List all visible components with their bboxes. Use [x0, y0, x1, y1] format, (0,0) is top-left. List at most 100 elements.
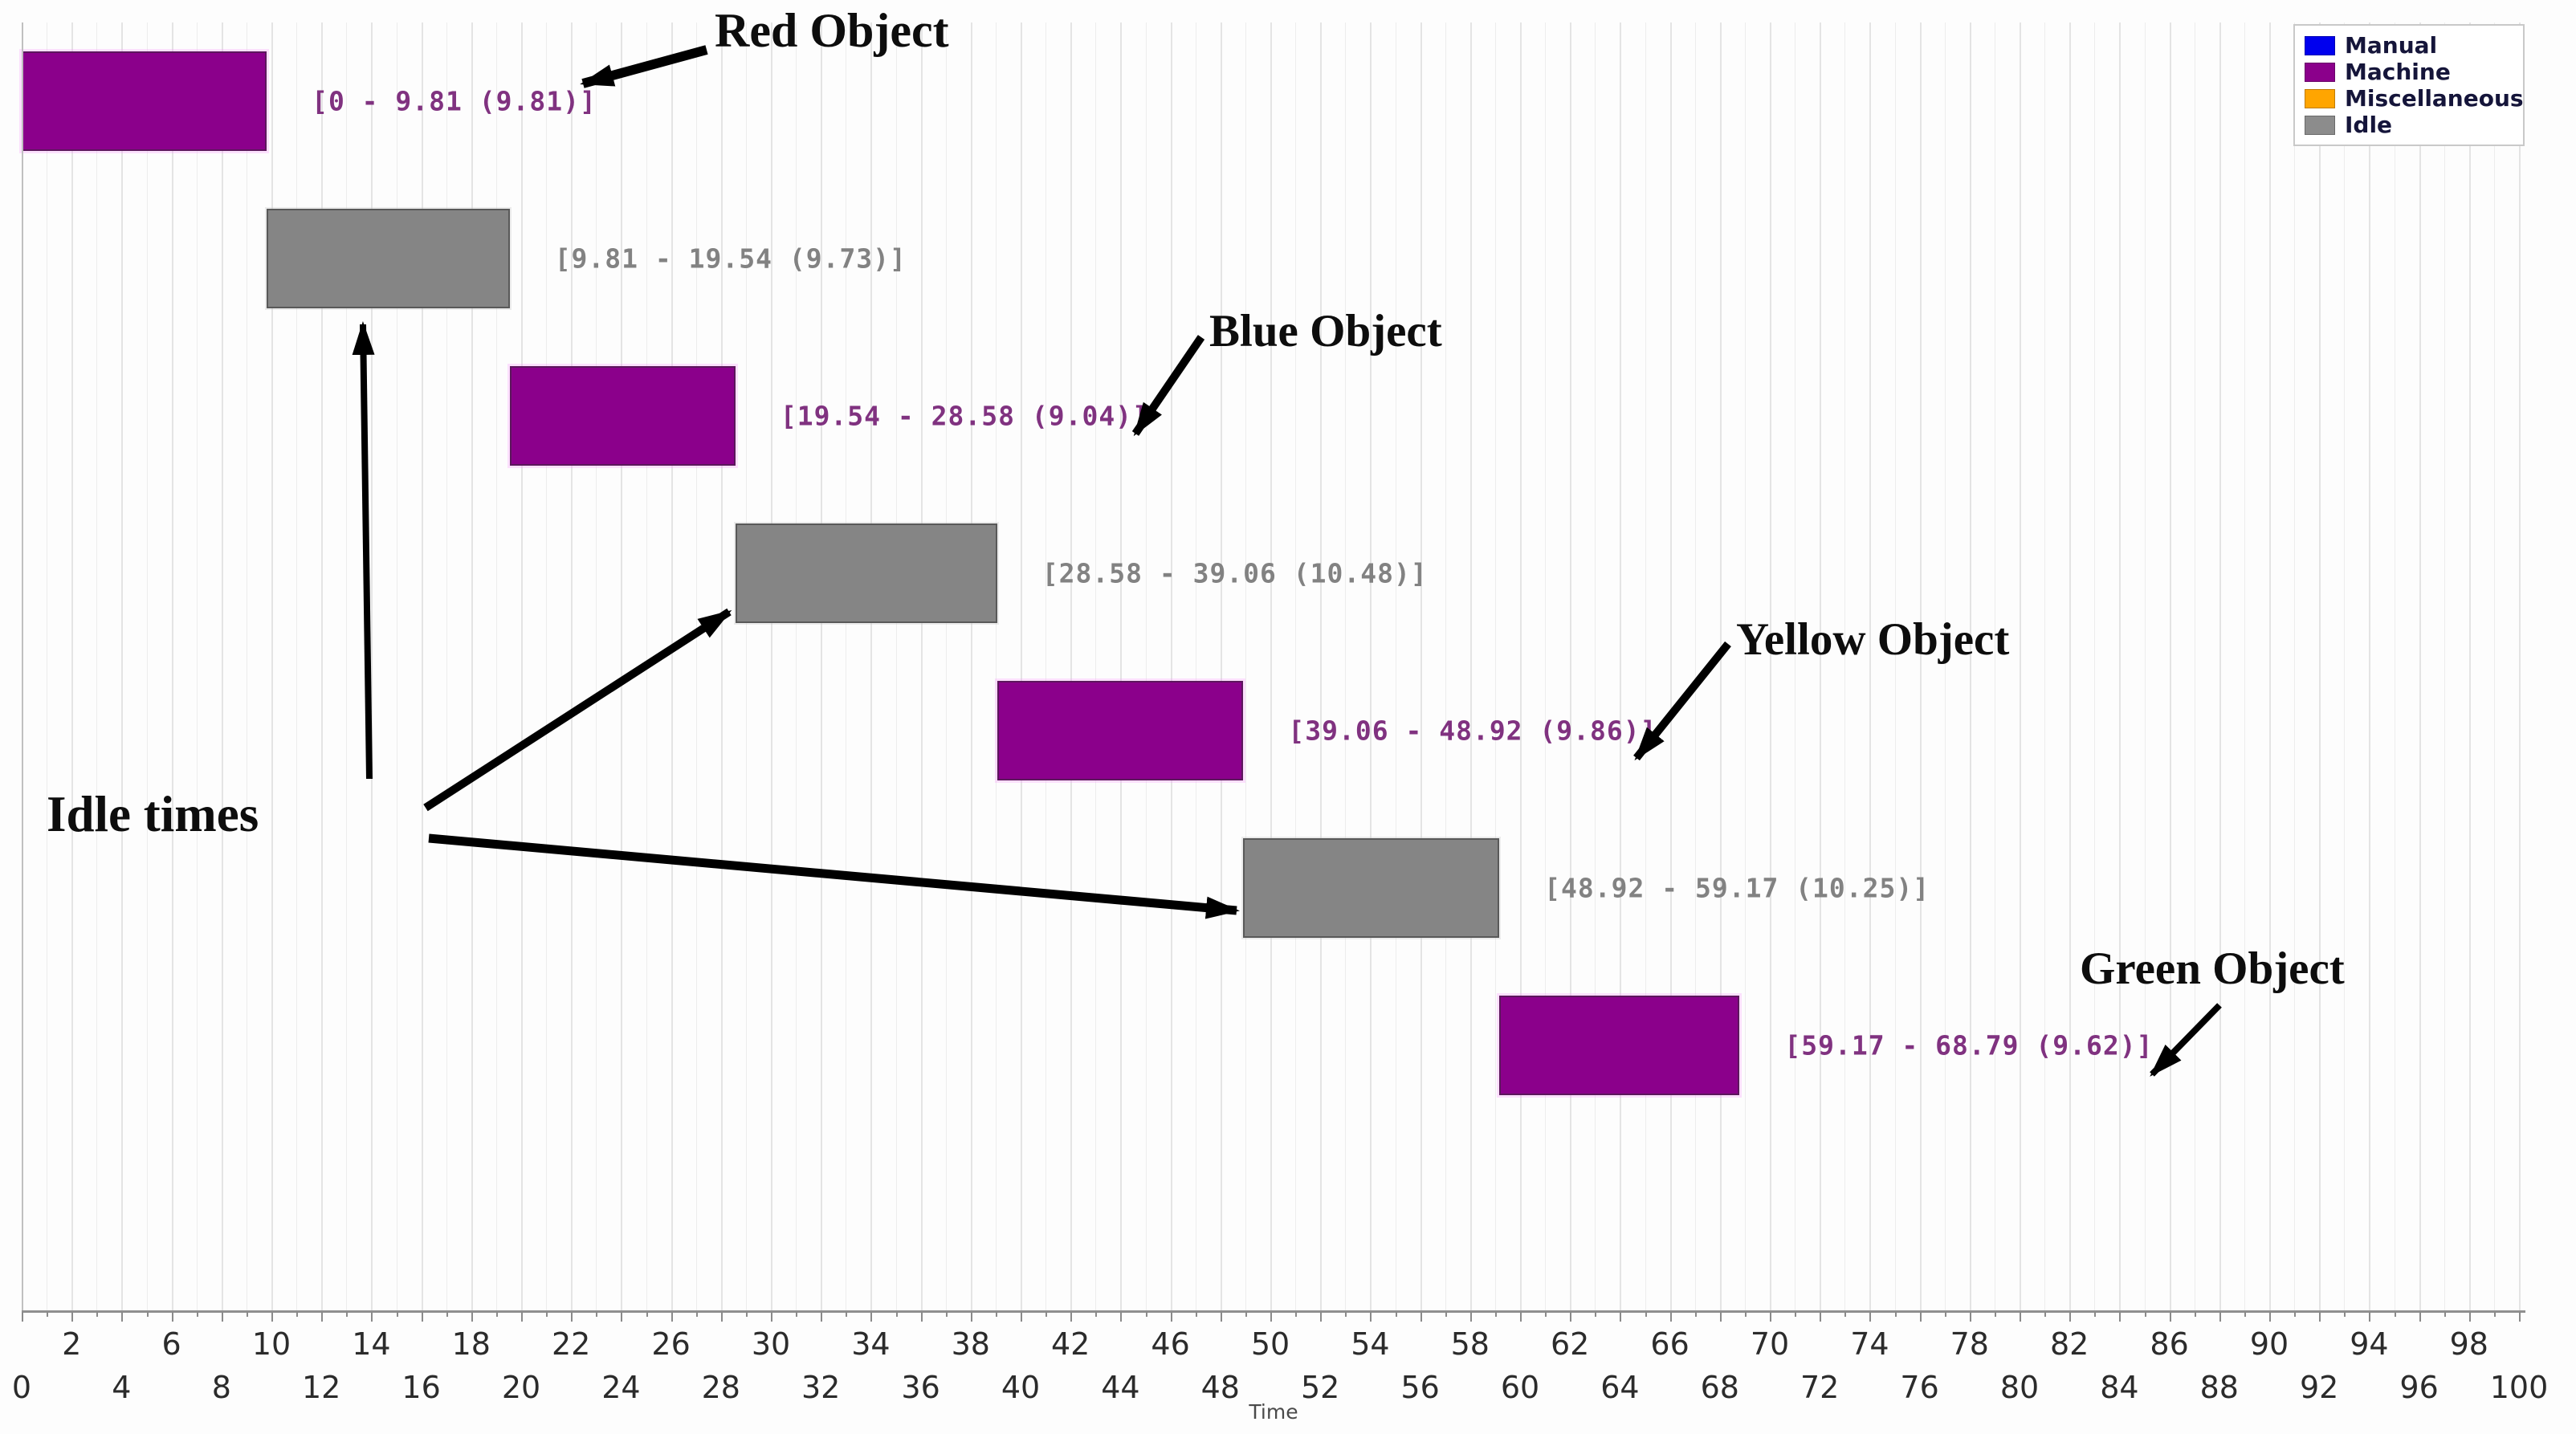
x-tick [1894, 1312, 1897, 1317]
gridline [2069, 22, 2072, 1310]
x-tick [970, 1312, 972, 1322]
gridline [96, 22, 98, 1310]
gridline [2519, 22, 2521, 1310]
x-tick [670, 1312, 673, 1322]
gridline [321, 22, 324, 1310]
x-tick [96, 1312, 99, 1317]
x-tick-label: 4 [112, 1370, 132, 1405]
gridline [2044, 22, 2046, 1310]
gridline [1969, 22, 1971, 1310]
legend-item-machine: Machine [2305, 58, 2513, 85]
x-tick [2394, 1312, 2396, 1317]
x-tick [1820, 1312, 1822, 1322]
x-tick-label: 0 [11, 1370, 32, 1405]
x-tick [1595, 1312, 1597, 1317]
x-tick-label: 54 [1351, 1326, 1390, 1362]
gridline [146, 22, 148, 1310]
x-tick-label: 56 [1400, 1370, 1440, 1405]
idle-times-annotation: Idle times [47, 786, 259, 842]
x-tick [1245, 1312, 1247, 1317]
x-tick [2144, 1312, 2146, 1317]
gridline [1021, 22, 1022, 1310]
legend: Manual Machine Miscellaneous Idle [2293, 24, 2525, 146]
manual-color-swatch-icon [2305, 35, 2335, 55]
gridline [1719, 22, 1722, 1310]
x-tick [1969, 1312, 1971, 1322]
gridline [621, 22, 623, 1310]
x-tick [296, 1312, 299, 1317]
x-tick [870, 1312, 873, 1322]
gridline [1345, 22, 1347, 1310]
x-tick [920, 1312, 923, 1322]
x-tick [1744, 1312, 1747, 1317]
x-tick-label: 74 [1850, 1326, 1889, 1362]
gantt-bar-idle-row6 [1243, 838, 1500, 938]
x-tick [2468, 1312, 2471, 1322]
x-tick [1370, 1312, 1372, 1322]
x-tick [821, 1312, 823, 1322]
x-tick-label: 50 [1250, 1326, 1290, 1362]
x-tick [495, 1312, 498, 1317]
gridline [1694, 22, 1696, 1310]
gridline [2169, 22, 2171, 1310]
x-tick [2344, 1312, 2346, 1317]
x-tick [1520, 1312, 1522, 1322]
x-tick-label: 76 [1900, 1370, 1939, 1405]
x-tick [646, 1312, 648, 1317]
gridline [1820, 22, 1822, 1310]
x-tick [895, 1312, 898, 1317]
gridline [1570, 22, 1572, 1310]
x-tick [1994, 1312, 1996, 1317]
gantt-bar-label-row6: [48.92 - 59.17 (10.25)] [1544, 872, 1930, 904]
gridline [1445, 22, 1446, 1310]
x-tick [321, 1312, 324, 1322]
x-axis-line [22, 1310, 2525, 1313]
miscellaneous-color-swatch-icon [2305, 88, 2335, 108]
x-tick [1120, 1312, 1123, 1322]
legend-label: Manual [2345, 31, 2438, 59]
red-object-arrow [580, 45, 708, 88]
gridline [1669, 22, 1672, 1310]
gantt-bar-machine-row3 [509, 366, 736, 466]
x-tick [1220, 1312, 1222, 1322]
x-tick-label: 18 [451, 1326, 491, 1362]
x-tick [2444, 1312, 2446, 1317]
x-tick-label: 60 [1500, 1370, 1540, 1405]
x-tick [1844, 1312, 1847, 1317]
x-tick [1570, 1312, 1572, 1322]
gridline [1919, 22, 1922, 1310]
x-tick [1345, 1312, 1347, 1317]
x-tick [2219, 1312, 2221, 1322]
x-tick-label: 38 [951, 1326, 990, 1362]
gridline [1095, 22, 1097, 1310]
gridline [1595, 22, 1596, 1310]
gantt-bar-machine-row5 [997, 681, 1244, 780]
gridline [1494, 22, 1496, 1310]
gantt-bar-label-row3: [19.54 - 28.58 (9.04)] [780, 400, 1149, 432]
x-tick-label: 12 [302, 1370, 341, 1405]
legend-label: Machine [2345, 58, 2451, 85]
gridline [346, 22, 348, 1310]
x-tick-label: 64 [1600, 1370, 1640, 1405]
x-tick [945, 1312, 948, 1317]
legend-label: Idle [2345, 111, 2393, 138]
x-tick [546, 1312, 548, 1317]
gridline [1170, 22, 1172, 1310]
x-tick-label: 62 [1551, 1326, 1590, 1362]
x-tick [1694, 1312, 1697, 1317]
x-tick-label: 2 [62, 1326, 82, 1362]
x-tick [521, 1312, 523, 1322]
x-tick [846, 1312, 848, 1317]
x-tick [1095, 1312, 1098, 1317]
gridline [546, 22, 548, 1310]
x-tick [1021, 1312, 1022, 1322]
x-tick [1270, 1312, 1272, 1322]
x-tick [796, 1312, 798, 1317]
x-tick [1545, 1312, 1547, 1317]
x-tick [1869, 1312, 1872, 1322]
gridline [1045, 22, 1047, 1310]
x-tick-label: 86 [2150, 1326, 2189, 1362]
x-tick [446, 1312, 448, 1317]
x-tick-label: 8 [211, 1370, 231, 1405]
gridline [646, 22, 647, 1310]
